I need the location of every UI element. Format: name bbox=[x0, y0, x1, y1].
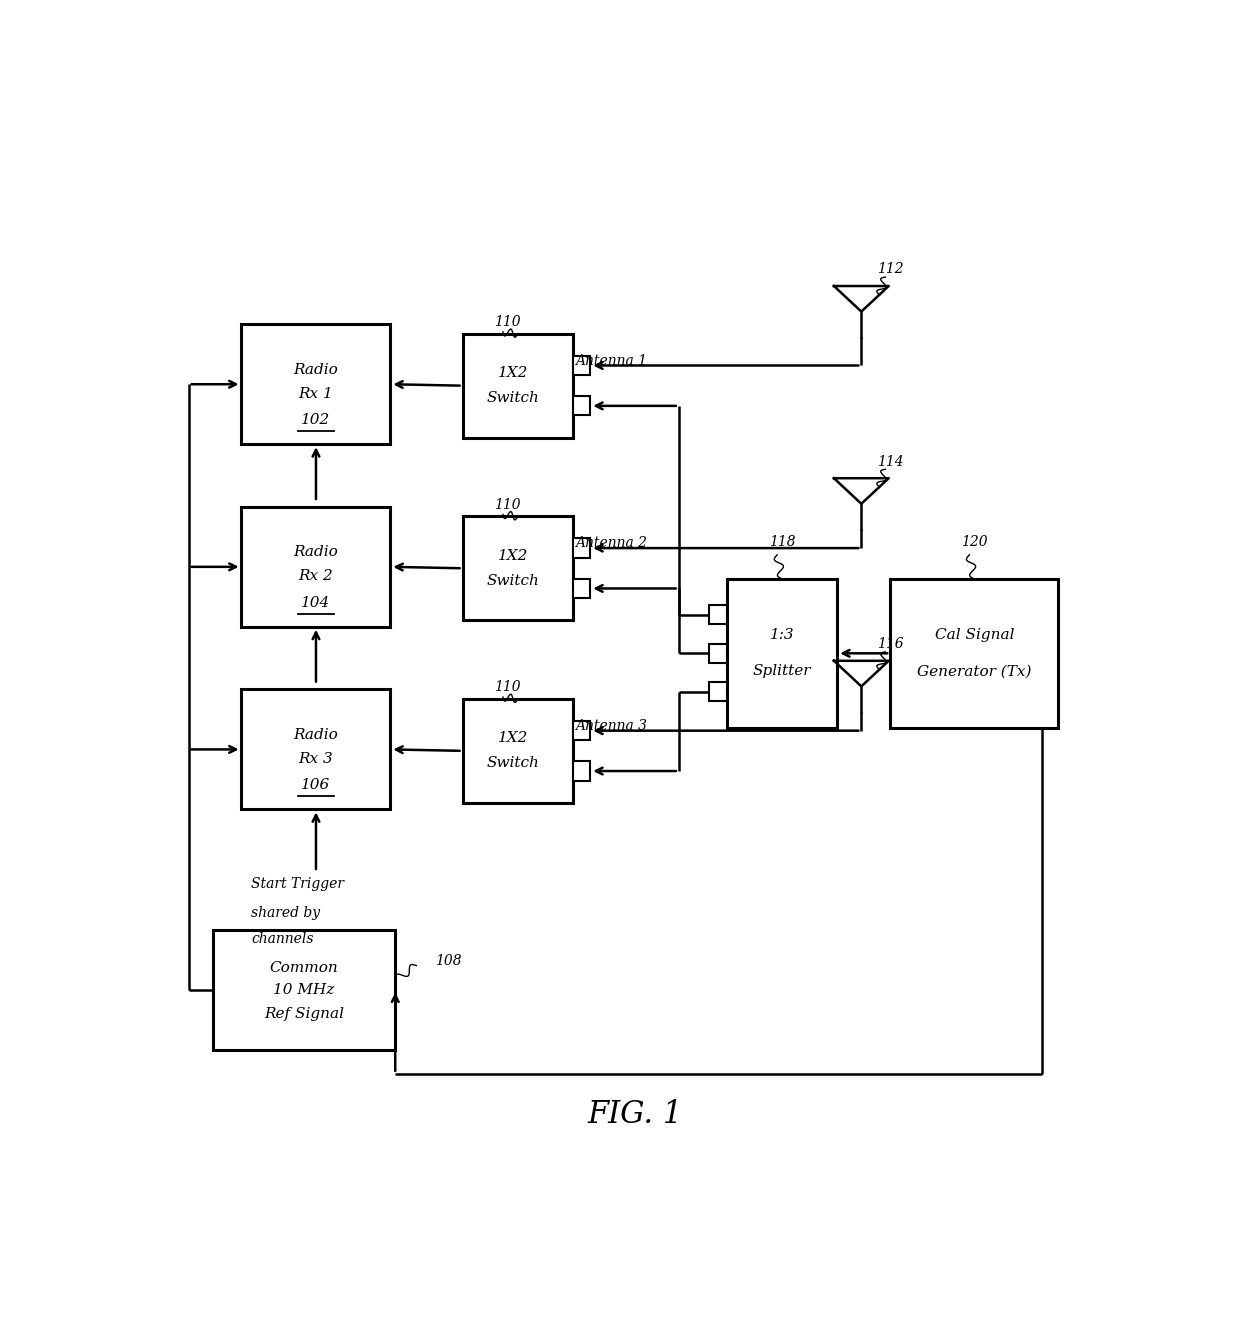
Text: Switch: Switch bbox=[486, 756, 539, 770]
Text: 1:3: 1:3 bbox=[770, 629, 795, 642]
Text: channels: channels bbox=[250, 933, 314, 946]
Text: shared by: shared by bbox=[250, 905, 320, 920]
Text: 1X2: 1X2 bbox=[497, 366, 528, 381]
Text: 104: 104 bbox=[301, 596, 331, 610]
Bar bbox=[573, 397, 590, 415]
Bar bbox=[709, 644, 727, 664]
Text: 102: 102 bbox=[301, 413, 331, 427]
Text: 10 MHz: 10 MHz bbox=[273, 983, 335, 997]
Text: 114: 114 bbox=[877, 455, 904, 468]
Bar bbox=[463, 334, 573, 438]
Text: 112: 112 bbox=[877, 263, 904, 276]
Text: Radio: Radio bbox=[294, 729, 339, 742]
Bar bbox=[573, 721, 590, 740]
Text: Splitter: Splitter bbox=[753, 665, 811, 678]
Text: Antenna 2: Antenna 2 bbox=[575, 536, 647, 551]
Text: Start Trigger: Start Trigger bbox=[250, 877, 345, 890]
Text: Common: Common bbox=[269, 961, 339, 975]
Text: 118: 118 bbox=[769, 535, 795, 549]
Bar bbox=[242, 324, 391, 445]
Text: 110: 110 bbox=[495, 498, 521, 512]
Text: Rx 1: Rx 1 bbox=[299, 387, 334, 401]
Bar bbox=[709, 682, 727, 702]
Bar bbox=[709, 605, 727, 625]
Text: Ref Signal: Ref Signal bbox=[264, 1007, 343, 1020]
Bar bbox=[213, 930, 396, 1050]
Bar bbox=[890, 579, 1058, 727]
Bar bbox=[573, 762, 590, 780]
Text: Rx 2: Rx 2 bbox=[299, 569, 334, 584]
Text: Antenna 1: Antenna 1 bbox=[575, 354, 647, 368]
Text: Switch: Switch bbox=[486, 391, 539, 405]
Text: 110: 110 bbox=[495, 681, 521, 694]
Bar bbox=[727, 579, 837, 727]
Text: 108: 108 bbox=[435, 954, 461, 967]
Text: FIG. 1: FIG. 1 bbox=[588, 1099, 683, 1129]
Text: 106: 106 bbox=[301, 779, 331, 792]
Bar bbox=[242, 507, 391, 626]
Text: 1X2: 1X2 bbox=[497, 549, 528, 563]
Bar bbox=[242, 689, 391, 809]
Text: Switch: Switch bbox=[486, 573, 539, 588]
Text: 1X2: 1X2 bbox=[497, 731, 528, 746]
Text: 120: 120 bbox=[961, 535, 987, 549]
Bar bbox=[573, 356, 590, 376]
Text: 110: 110 bbox=[495, 316, 521, 329]
Text: Radio: Radio bbox=[294, 545, 339, 560]
Bar bbox=[573, 579, 590, 598]
Text: Antenna 3: Antenna 3 bbox=[575, 719, 647, 733]
Text: 116: 116 bbox=[877, 637, 904, 652]
Text: Cal Signal: Cal Signal bbox=[935, 629, 1014, 642]
Text: Radio: Radio bbox=[294, 362, 339, 377]
Text: Rx 3: Rx 3 bbox=[299, 752, 334, 766]
Text: Generator (Tx): Generator (Tx) bbox=[918, 665, 1032, 678]
Bar bbox=[573, 539, 590, 557]
Bar bbox=[463, 516, 573, 620]
Bar bbox=[463, 699, 573, 803]
